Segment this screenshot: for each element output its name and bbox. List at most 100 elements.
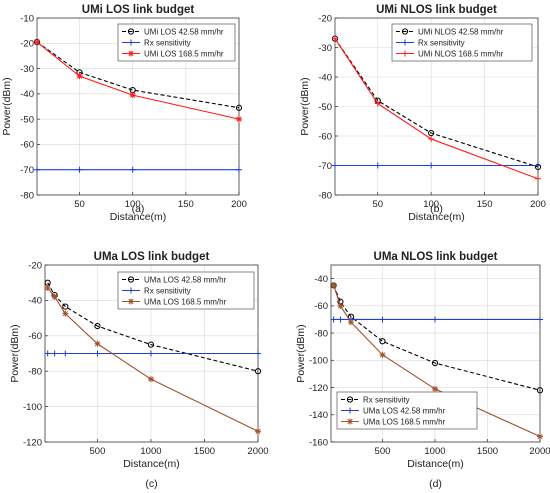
data-point <box>379 316 386 323</box>
series-line <box>334 38 539 180</box>
data-point <box>62 310 69 317</box>
y-tick-label: -120 <box>309 383 328 394</box>
series-3 <box>34 39 242 123</box>
legend-marker <box>346 396 354 403</box>
y-tick-label: -30 <box>318 43 332 54</box>
series-3 <box>44 285 261 435</box>
y-tick-label: -40 <box>28 296 42 307</box>
legend-label: Rx sensitivity <box>144 286 191 295</box>
data-point <box>236 166 242 173</box>
x-axis-label: Distance(m) <box>407 458 464 470</box>
x-tick-label: 1500 <box>477 446 498 457</box>
y-tick-label: -140 <box>309 410 328 421</box>
data-point <box>255 428 261 435</box>
data-point <box>431 385 438 392</box>
legend: UMi LOS 42.58 mm/hr Rx sensitivity UMi LOS… <box>117 23 236 62</box>
legend-marker <box>128 50 134 57</box>
series-2 <box>34 166 242 173</box>
data-point <box>431 359 439 367</box>
y-axis-label: Power(dBm) <box>299 77 311 135</box>
y-tick-label: -40 <box>314 274 328 285</box>
data-point <box>62 303 69 310</box>
data-point <box>94 350 101 357</box>
data-point <box>374 162 381 169</box>
x-tick-label: 100 <box>125 199 141 210</box>
legend-marker <box>347 418 353 425</box>
data-point <box>535 162 541 169</box>
data-point <box>536 387 544 394</box>
series-2 <box>332 162 541 169</box>
data-point <box>147 341 155 348</box>
y-tick-label: -20 <box>20 39 34 50</box>
legend-label: Rx sensitivity <box>144 38 191 47</box>
data-point <box>332 162 338 169</box>
legend: Rx sensitivity UMa LOS 42.58 mm/hr UMa LOS… <box>336 391 478 430</box>
y-tick-label: -20 <box>28 260 42 271</box>
x-axis-label: Distance(m) <box>408 211 465 223</box>
legend-label: UMi LOS 42.58 mm/hr <box>144 27 224 36</box>
series-2 <box>44 350 261 357</box>
x-tick-label: 500 <box>375 446 391 457</box>
panel-caption: (b) <box>430 203 443 215</box>
x-tick-label: 200 <box>231 199 247 210</box>
legend-label: Rx sensitivity <box>363 395 410 404</box>
y-tick-label: -20 <box>318 13 332 24</box>
data-point <box>347 319 354 326</box>
chart-title: UMa NLOS link budget <box>374 251 498 263</box>
legend-label: UMa LOS 168.5 mm/hr <box>144 297 227 306</box>
data-point <box>330 316 337 323</box>
legend-box <box>391 23 533 62</box>
data-point <box>254 368 262 375</box>
legend-label: UMi NLOS 42.58 mm/hr <box>418 27 504 36</box>
y-tick-label: -50 <box>318 102 332 113</box>
y-tick-label: -80 <box>314 328 328 339</box>
y-tick-label: -60 <box>318 131 332 142</box>
legend-label: Rx sensitivity <box>418 38 465 47</box>
data-point <box>537 316 543 323</box>
x-tick-label: 50 <box>74 199 85 210</box>
panel-caption: (c) <box>145 478 157 490</box>
data-point <box>34 39 40 46</box>
legend-marker <box>127 276 135 283</box>
plot-frame <box>334 17 539 196</box>
x-tick-label: 2000 <box>529 446 550 457</box>
data-point <box>379 351 386 358</box>
x-tick-label: 2000 <box>247 446 268 457</box>
data-point <box>51 350 58 357</box>
panel-caption: (a) <box>132 203 145 215</box>
y-tick-label: -40 <box>318 72 332 83</box>
legend-label: UMi NLOS 168.5 mm/hr <box>418 49 504 58</box>
x-tick-label: 500 <box>90 446 106 457</box>
y-tick-label: -100 <box>23 402 42 413</box>
series-line <box>334 38 539 168</box>
y-axis-label: Power(dBm) <box>295 324 307 382</box>
x-tick-label: 1000 <box>140 446 161 457</box>
y-axis-label: Power(dBm) <box>1 77 13 135</box>
data-point <box>330 282 337 289</box>
panel-caption: (d) <box>429 478 442 490</box>
data-point <box>332 35 338 42</box>
data-point <box>337 316 344 323</box>
legend-marker <box>128 287 134 294</box>
x-tick-label: 50 <box>372 199 383 210</box>
y-tick-label: -160 <box>309 437 328 448</box>
legend-box <box>117 271 255 310</box>
series-line <box>36 41 240 109</box>
legend-label: UMa LOS 168.5 mm/hr <box>363 417 446 426</box>
data-point <box>428 162 435 169</box>
data-point <box>44 285 51 292</box>
data-point <box>34 166 40 173</box>
x-tick-label: 200 <box>530 199 546 210</box>
data-point <box>129 166 136 173</box>
chart-title: UMi NLOS link budget <box>376 4 497 16</box>
data-point <box>337 302 344 309</box>
y-tick-label: -70 <box>20 165 34 176</box>
data-point <box>236 116 242 123</box>
y-tick-label: -30 <box>20 64 34 75</box>
legend-label: UMi LOS 168.5 mm/hr <box>144 49 224 58</box>
y-tick-label: -10 <box>20 13 34 24</box>
y-tick-label: -70 <box>318 161 332 172</box>
chart-panel-1: 50 100 150 200 -10 -20 -30 -40 -50 -60 -70 -80 UMi L… <box>1 4 247 223</box>
legend-marker <box>402 39 408 46</box>
